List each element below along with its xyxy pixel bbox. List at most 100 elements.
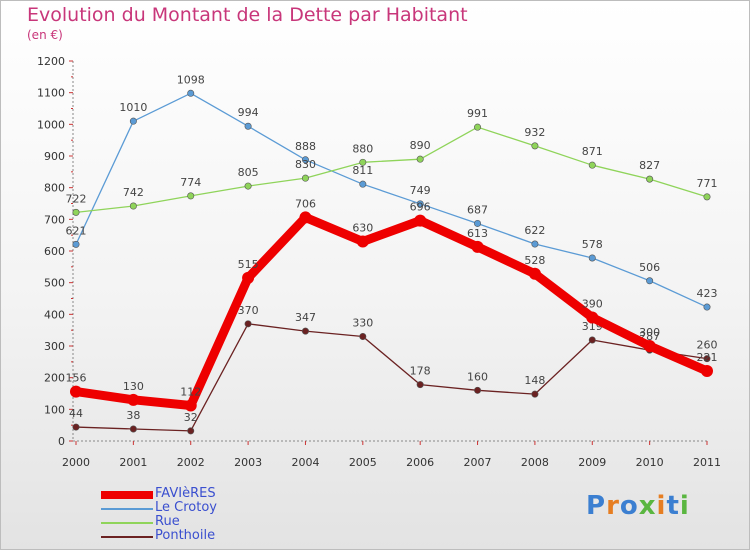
data-point bbox=[301, 327, 309, 335]
data-label: 390 bbox=[582, 298, 603, 311]
data-point bbox=[129, 202, 137, 210]
data-label: 330 bbox=[352, 317, 373, 330]
data-label: 994 bbox=[238, 106, 259, 119]
x-tick-label: 2007 bbox=[464, 456, 492, 469]
x-tick-label: 2002 bbox=[177, 456, 205, 469]
logo-letter: P bbox=[586, 491, 607, 521]
logo-letter: r bbox=[606, 491, 620, 521]
data-point bbox=[588, 254, 596, 262]
data-point bbox=[359, 180, 367, 188]
data-label: 811 bbox=[352, 164, 373, 177]
data-point bbox=[703, 303, 711, 311]
y-tick-label: 600 bbox=[44, 245, 65, 258]
data-point bbox=[184, 399, 197, 412]
data-point bbox=[703, 355, 711, 363]
y-tick-label: 1100 bbox=[37, 87, 65, 100]
data-point bbox=[72, 208, 80, 216]
data-label: 347 bbox=[295, 311, 316, 324]
legend-swatch bbox=[101, 508, 153, 510]
data-point bbox=[187, 427, 195, 435]
data-label: 706 bbox=[295, 197, 316, 210]
data-point bbox=[127, 393, 140, 406]
data-label: 1098 bbox=[177, 73, 205, 86]
data-label: 621 bbox=[66, 224, 87, 237]
data-point bbox=[416, 381, 424, 389]
y-tick-label: 1000 bbox=[37, 118, 65, 131]
data-label: 871 bbox=[582, 145, 603, 158]
x-tick-label: 2006 bbox=[406, 456, 434, 469]
data-label: 130 bbox=[123, 380, 144, 393]
data-point bbox=[129, 425, 137, 433]
data-point bbox=[129, 117, 137, 125]
data-label: 178 bbox=[410, 365, 431, 378]
data-label: 112 bbox=[180, 386, 201, 399]
data-label: 805 bbox=[238, 166, 259, 179]
legend-label: Rue bbox=[155, 514, 180, 529]
y-tick-label: 300 bbox=[44, 340, 65, 353]
series-line bbox=[75, 126, 708, 214]
data-point bbox=[244, 182, 252, 190]
data-point bbox=[701, 365, 713, 378]
data-label: 687 bbox=[467, 203, 488, 216]
data-label: 890 bbox=[410, 139, 431, 152]
data-point bbox=[356, 235, 369, 248]
data-label: 722 bbox=[66, 192, 87, 205]
data-label: 148 bbox=[524, 374, 545, 387]
data-label: 300 bbox=[639, 326, 660, 339]
x-tick-label: 2004 bbox=[291, 456, 319, 469]
x-tick-label: 2011 bbox=[693, 456, 721, 469]
data-point bbox=[528, 267, 541, 280]
data-point bbox=[301, 156, 309, 164]
data-point bbox=[643, 340, 656, 352]
y-tick-label: 500 bbox=[44, 277, 65, 290]
data-label: 38 bbox=[126, 409, 140, 422]
data-point bbox=[416, 155, 424, 163]
y-tick-label: 700 bbox=[44, 213, 65, 226]
data-label: 622 bbox=[524, 224, 545, 237]
y-tick-label: 1200 bbox=[37, 55, 65, 68]
data-point bbox=[187, 89, 195, 97]
series-line bbox=[75, 323, 708, 432]
data-point bbox=[359, 158, 367, 166]
y-tick-label: 400 bbox=[44, 308, 65, 321]
logo-letter: i bbox=[656, 491, 667, 521]
data-label: 370 bbox=[238, 304, 259, 317]
y-tick-label: 200 bbox=[44, 372, 65, 385]
data-label: 32 bbox=[184, 411, 198, 424]
data-label: 827 bbox=[639, 159, 660, 172]
legend-label: Ponthoile bbox=[155, 528, 216, 543]
data-point bbox=[588, 336, 596, 344]
legend-label: FAVIèRES bbox=[155, 486, 216, 501]
data-label: 221 bbox=[697, 351, 718, 364]
logo-letter: x bbox=[638, 491, 657, 521]
data-label: 696 bbox=[410, 201, 431, 214]
data-label: 528 bbox=[524, 254, 545, 267]
data-point bbox=[416, 200, 424, 208]
data-label: 771 bbox=[697, 177, 718, 190]
data-label: 613 bbox=[467, 227, 488, 240]
data-label: 774 bbox=[180, 176, 201, 189]
brand-logo: Proxiti bbox=[586, 491, 690, 521]
logo-letter: i bbox=[679, 491, 690, 521]
data-label: 260 bbox=[697, 339, 718, 352]
data-point bbox=[703, 193, 711, 201]
data-label: 44 bbox=[69, 407, 83, 420]
data-point bbox=[646, 277, 654, 285]
data-label: 830 bbox=[295, 158, 316, 171]
data-label: 630 bbox=[352, 222, 373, 235]
data-point bbox=[301, 174, 309, 182]
x-tick-label: 2003 bbox=[234, 456, 262, 469]
data-point bbox=[244, 320, 252, 328]
series-line bbox=[75, 92, 708, 308]
legend-swatch bbox=[101, 522, 153, 524]
data-label: 888 bbox=[295, 140, 316, 153]
x-tick-label: 2000 bbox=[62, 456, 90, 469]
data-label: 578 bbox=[582, 238, 603, 251]
data-label: 423 bbox=[697, 287, 718, 300]
data-point bbox=[531, 240, 539, 248]
data-point bbox=[531, 142, 539, 150]
y-tick-label: 0 bbox=[58, 435, 65, 448]
data-point bbox=[72, 423, 80, 431]
